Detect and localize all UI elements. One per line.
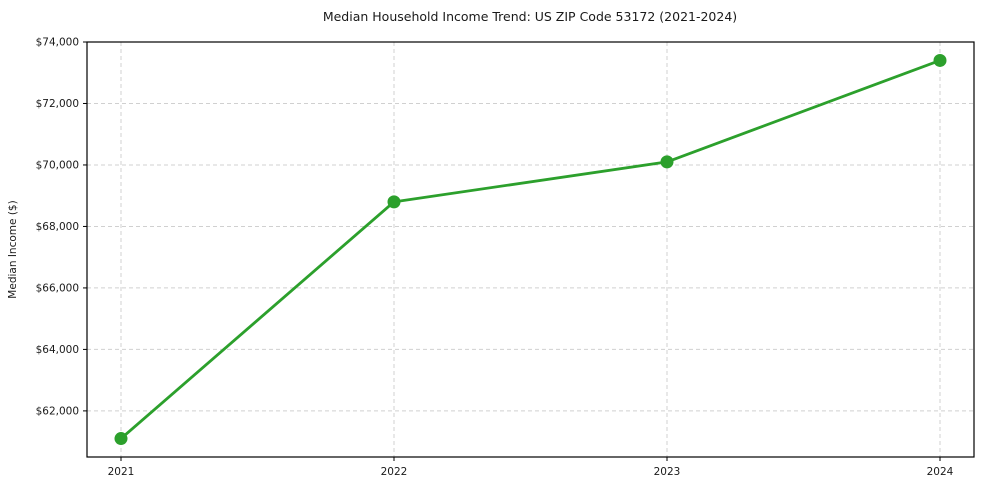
x-tick-label: 2022 bbox=[381, 466, 408, 478]
y-tick-label: $72,000 bbox=[36, 98, 79, 110]
data-point-marker bbox=[933, 53, 947, 67]
x-tick-label: 2023 bbox=[654, 466, 681, 478]
y-tick-label: $74,000 bbox=[36, 37, 79, 49]
data-point-marker bbox=[387, 195, 401, 209]
x-tick-label: 2021 bbox=[108, 466, 135, 478]
axis-tick-labels: $62,000 $64,000 $66,000 $68,000 $70,000 $72,0… bbox=[36, 37, 954, 478]
income-trend-line bbox=[119, 59, 942, 440]
data-point-marker bbox=[660, 155, 674, 169]
gridlines bbox=[87, 41, 974, 457]
plot-border bbox=[86, 41, 975, 458]
data-point-marker bbox=[114, 432, 128, 446]
y-tick-label: $62,000 bbox=[36, 406, 79, 418]
x-tick-label: 2024 bbox=[927, 466, 954, 478]
y-axis-label: Median Income ($) bbox=[7, 200, 19, 298]
income-series bbox=[114, 53, 947, 446]
axis-ticks bbox=[83, 41, 941, 461]
y-tick-label: $68,000 bbox=[36, 221, 79, 233]
y-tick-label: $66,000 bbox=[36, 283, 79, 295]
chart-title: Median Household Income Trend: US ZIP Co… bbox=[323, 9, 737, 24]
y-tick-label: $64,000 bbox=[36, 344, 79, 356]
y-tick-label: $70,000 bbox=[36, 160, 79, 172]
